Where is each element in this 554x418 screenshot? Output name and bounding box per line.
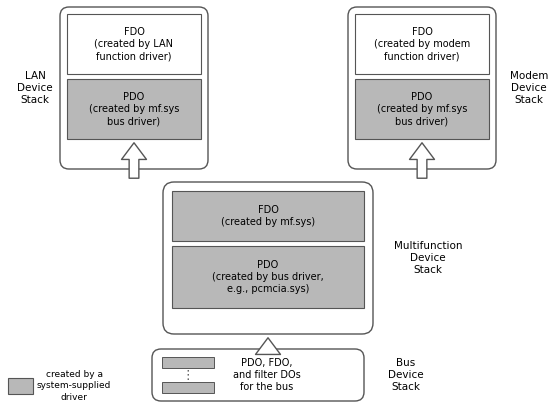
Text: PDO
(created by mf.sys
bus driver): PDO (created by mf.sys bus driver) [377,92,467,126]
Bar [355,79,489,139]
Text: created by a
system-supplied
driver: created by a system-supplied driver [37,370,111,402]
Text: PDO
(created by mf.sys
bus driver): PDO (created by mf.sys bus driver) [89,92,179,126]
Bar [355,14,489,74]
FancyBboxPatch shape [163,182,373,334]
Text: ⋮: ⋮ [182,369,194,382]
Text: Multifunction
Device
Stack: Multifunction Device Stack [394,241,462,275]
FancyBboxPatch shape [152,349,364,401]
Bar [67,14,201,74]
FancyBboxPatch shape [348,7,496,169]
Text: Modem
Device
Stack: Modem Device Stack [510,71,548,105]
Text: Bus
Device
Stack: Bus Device Stack [388,358,424,393]
Text: LAN
Device
Stack: LAN Device Stack [17,71,53,105]
Bar [8,378,33,394]
Bar [162,357,214,368]
Bar [67,79,201,139]
Text: FDO
(created by LAN
function driver): FDO (created by LAN function driver) [95,27,173,61]
Text: FDO
(created by modem
function driver): FDO (created by modem function driver) [374,27,470,61]
Bar [172,246,364,308]
FancyArrowPatch shape [409,143,434,178]
FancyArrowPatch shape [255,338,280,354]
Bar [162,382,214,393]
Text: FDO
(created by mf.sys): FDO (created by mf.sys) [221,205,315,227]
FancyBboxPatch shape [60,7,208,169]
Text: PDO, FDO,
and filter DOs
for the bus: PDO, FDO, and filter DOs for the bus [233,358,301,393]
FancyArrowPatch shape [121,143,146,178]
Text: PDO
(created by bus driver,
e.g., pcmcia.sys): PDO (created by bus driver, e.g., pcmcia… [212,260,324,294]
Bar [172,191,364,241]
